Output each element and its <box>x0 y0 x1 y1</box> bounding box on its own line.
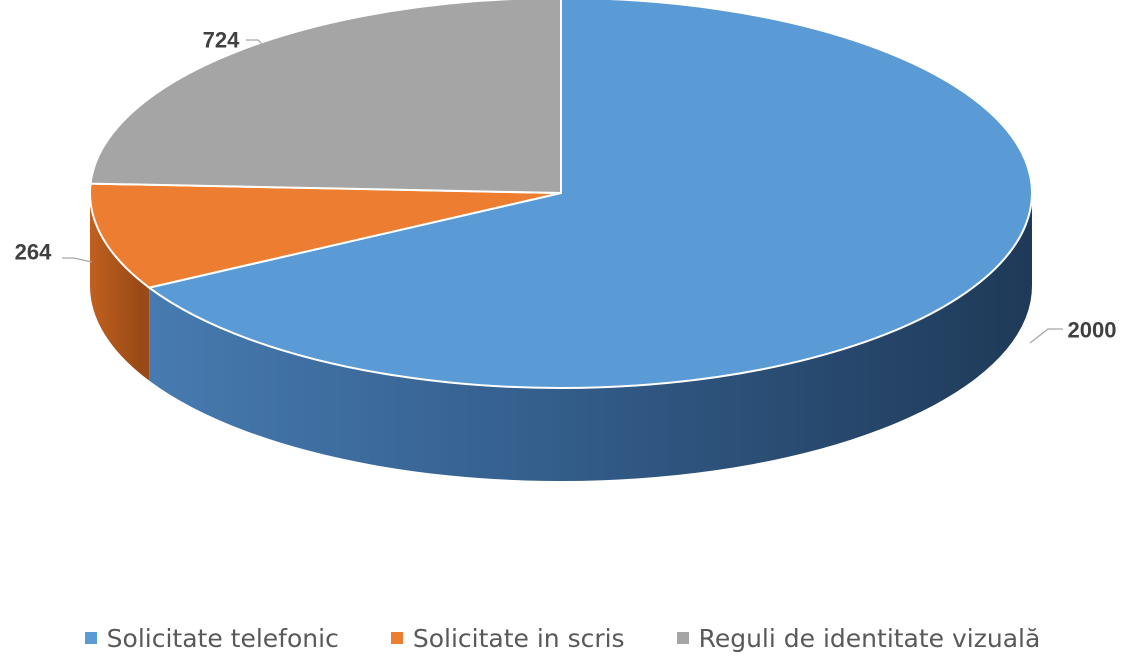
legend-item-reguli-de-identitate-vizuala: Reguli de identitate vizuală <box>676 623 1041 653</box>
legend-swatch-solicitate-in-scris <box>390 632 403 644</box>
pie-slice-side-solicitate-in-scris <box>90 193 150 381</box>
leader-line-solicitate-in-scris <box>62 257 93 263</box>
data-label-solicitate-telefonic: 2000 <box>1068 318 1117 343</box>
chart-legend: Solicitate telefonic Solicitate in scris… <box>0 616 1125 660</box>
leader-line-reguli-de-identitate-vizuala <box>246 39 277 59</box>
legend-swatch-solicitate-telefonic <box>84 632 97 644</box>
legend-label-reguli-de-identitate-vizuala: Reguli de identitate vizuală <box>698 623 1041 653</box>
legend-item-solicitate-in-scris: Solicitate in scris <box>390 623 625 653</box>
pie-slice-side-solicitate-telefonic <box>149 193 1032 482</box>
data-label-reguli-de-identitate-vizuala: 724 <box>203 28 240 53</box>
data-label-solicitate-in-scris: 264 <box>15 240 52 265</box>
legend-item-solicitate-telefonic: Solicitate telefonic <box>84 623 339 653</box>
leader-line-solicitate-telefonic <box>1029 328 1063 344</box>
pie-slice-solicitate-telefonic <box>148 0 1033 389</box>
pie-slice-solicitate-in-scris <box>89 182 562 289</box>
legend-label-solicitate-telefonic: Solicitate telefonic <box>106 623 339 653</box>
legend-label-solicitate-in-scris: Solicitate in scris <box>412 623 625 653</box>
pie-chart-plot: 2000 264 724 <box>15 0 1117 482</box>
pie-slice-reguli-de-identitate-vizuala <box>89 0 562 194</box>
legend-swatch-reguli-de-identitate-vizuala <box>676 632 689 644</box>
